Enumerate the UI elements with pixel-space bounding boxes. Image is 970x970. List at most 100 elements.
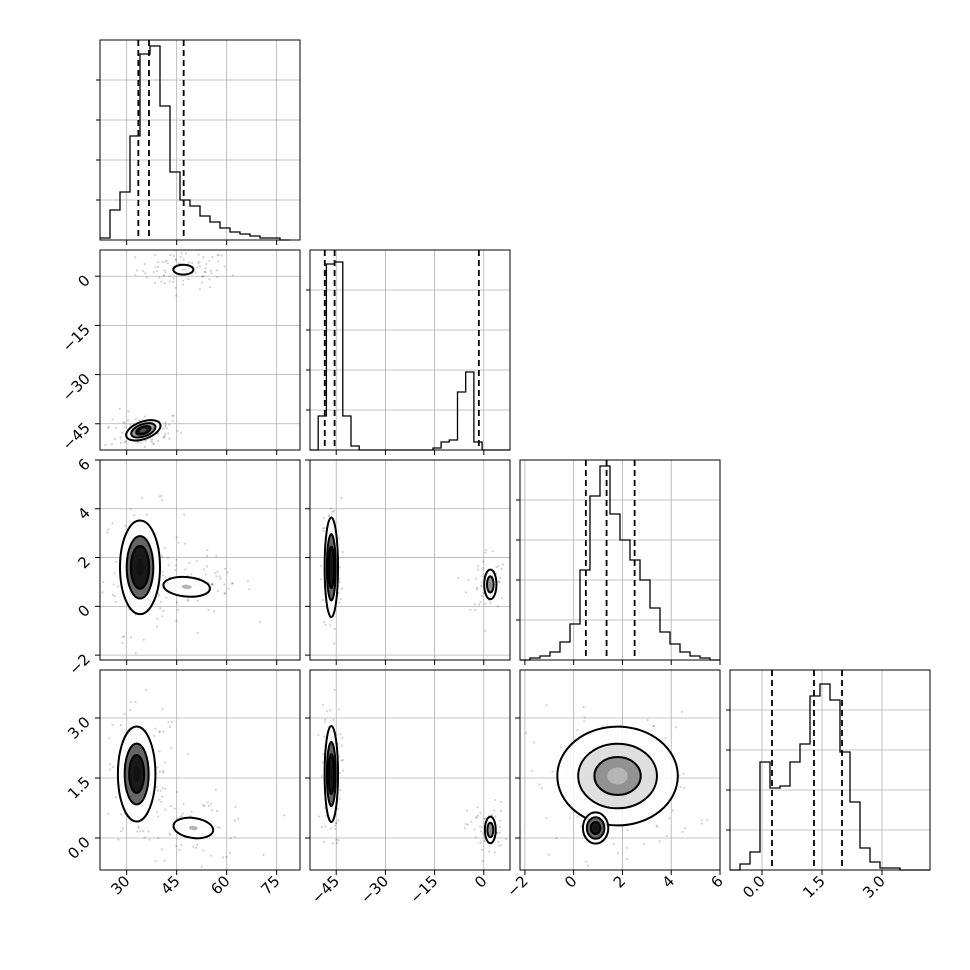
sample-point [166, 262, 170, 265]
sample-point [163, 761, 166, 764]
contour-line [483, 568, 498, 601]
sample-point [191, 261, 194, 265]
sample-point [338, 580, 341, 584]
sample-point [162, 730, 165, 733]
sample-point [127, 410, 130, 413]
sample-point [500, 567, 503, 570]
sample-point [646, 719, 649, 722]
sample-point [223, 583, 226, 586]
sample-point [675, 726, 678, 729]
sample-point [215, 809, 218, 813]
sample-point [155, 810, 158, 814]
sample-point [225, 855, 228, 859]
sample-point [469, 609, 472, 612]
sample-point [555, 837, 558, 840]
sample-point [145, 276, 148, 279]
x-tick-label: 60 [207, 872, 233, 898]
sample-point [576, 728, 579, 732]
x-tick-label: 1.5 [799, 872, 829, 902]
x-tick-label: 0 [561, 872, 580, 891]
sample-point [107, 425, 110, 428]
sample-point [479, 811, 482, 814]
sample-point [112, 583, 115, 586]
sample-point [96, 419, 98, 421]
sample-point [479, 841, 482, 844]
sample-point [484, 602, 487, 606]
sample-point [141, 497, 144, 500]
sample-point [499, 809, 503, 812]
sample-point [160, 280, 163, 283]
sample-point [203, 270, 206, 273]
sample-point [162, 609, 165, 613]
x-tick-label: −30 [357, 872, 392, 907]
sample-point [326, 710, 329, 713]
sample-point [547, 853, 550, 856]
sample-point [145, 513, 148, 516]
sample-point [322, 703, 325, 707]
sample-point [196, 599, 199, 602]
sample-point [164, 432, 167, 435]
panel-frame [99, 249, 301, 451]
sample-point [500, 844, 503, 847]
pair-panel-0-3 [99, 669, 301, 871]
sample-point [499, 800, 502, 803]
sample-point [134, 701, 137, 704]
sample-point [341, 769, 345, 772]
sample-point [321, 527, 325, 530]
sample-point [329, 507, 332, 510]
sample-point [206, 554, 209, 557]
sample-point [143, 262, 146, 266]
sample-point [158, 730, 161, 733]
panel-frame [309, 459, 511, 661]
sample-point [107, 528, 110, 531]
sample-point [167, 432, 170, 435]
sample-point [477, 564, 480, 568]
sample-point [173, 807, 176, 810]
x-tick-label: 30 [107, 872, 133, 898]
sample-point [464, 822, 467, 826]
hist-panel-0 [96, 39, 301, 241]
sample-point [340, 744, 344, 747]
histogram-0 [100, 45, 290, 241]
sample-point [162, 436, 165, 439]
sample-point [466, 823, 469, 826]
sample-point [175, 845, 178, 848]
sample-point [157, 260, 160, 263]
sample-point [168, 275, 171, 278]
sample-point [216, 254, 219, 257]
sample-point [178, 848, 181, 852]
sample-point [202, 275, 205, 278]
sample-point [201, 275, 204, 278]
pair-panel-2-3 [519, 669, 721, 871]
sample-point [112, 766, 115, 769]
sample-point [476, 806, 479, 809]
sample-point [134, 652, 137, 655]
sample-point [320, 775, 323, 778]
sample-point [182, 258, 185, 261]
pair-panel-1-3 [309, 669, 511, 871]
sample-point [175, 601, 178, 604]
sample-point [188, 261, 191, 264]
sample-point [321, 761, 324, 764]
sample-point [626, 829, 629, 832]
sample-point [183, 542, 187, 545]
sample-point [576, 815, 579, 818]
sample-point [179, 255, 182, 258]
sample-point [583, 720, 586, 723]
sample-point [220, 254, 223, 257]
sample-point [154, 281, 157, 285]
sample-point [186, 598, 190, 601]
sample-point [656, 825, 659, 828]
sample-point [164, 271, 167, 274]
sample-point [680, 710, 684, 713]
sample-point [175, 294, 178, 297]
sample-point [484, 629, 487, 632]
sample-point [157, 836, 160, 840]
sample-point [161, 770, 164, 773]
x-tick-label: 75 [257, 872, 283, 898]
sample-point [318, 815, 321, 818]
x-tick-label: −45 [308, 872, 343, 907]
sample-point [111, 418, 114, 421]
sample-point [161, 499, 164, 502]
y-tick-label: 6 [74, 455, 93, 474]
